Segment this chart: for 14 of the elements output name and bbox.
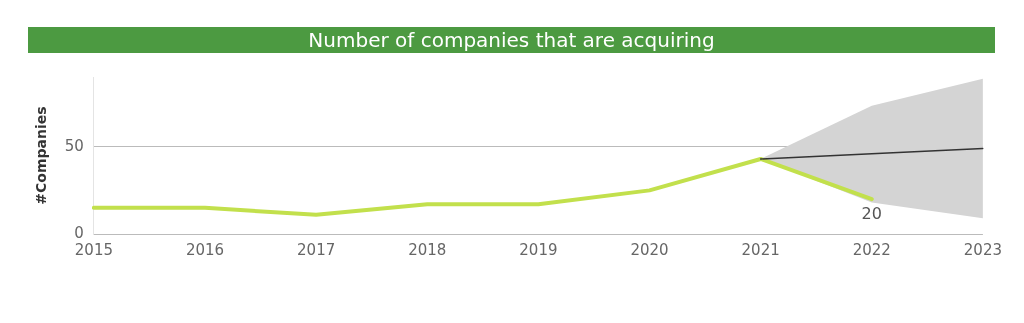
y-tick-label: 0 — [74, 223, 84, 242]
x-tick-label: 2022 — [852, 240, 891, 259]
x-tick-label: 2021 — [741, 240, 780, 259]
data-label: 20 — [861, 204, 882, 224]
x-tick-label: 2016 — [185, 240, 225, 259]
y-axis-title: #Companies — [33, 106, 50, 205]
y-tick-label: 50 — [64, 136, 84, 155]
x-tick-label: 2017 — [297, 240, 336, 259]
x-tick-label: 2020 — [630, 240, 669, 259]
x-tick-label: 2019 — [519, 240, 558, 259]
x-tick-label: 2015 — [74, 240, 113, 259]
x-tick-label: 2018 — [408, 240, 447, 259]
chart-title: Number of companies that are acquiring — [28, 27, 995, 53]
x-tick-label: 2023 — [963, 240, 1003, 259]
